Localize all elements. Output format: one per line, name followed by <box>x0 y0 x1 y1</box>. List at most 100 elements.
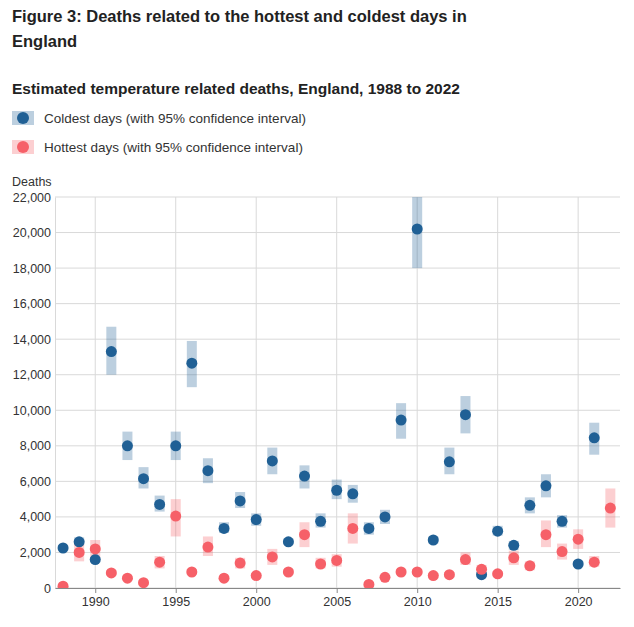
point <box>170 511 181 522</box>
confidence-interval <box>155 496 165 512</box>
x-tick-label: 1995 <box>162 595 190 609</box>
confidence-interval <box>332 480 342 500</box>
point <box>379 572 390 583</box>
confidence-interval <box>300 522 310 547</box>
point <box>540 480 551 491</box>
point <box>235 495 246 506</box>
x-tick: 2010 <box>404 588 432 609</box>
point <box>74 536 85 547</box>
confidence-interval <box>541 520 551 547</box>
point <box>267 551 278 562</box>
x-tick: 2005 <box>323 588 351 609</box>
y-tick-label: 14,000 <box>13 333 51 347</box>
point <box>557 546 568 557</box>
subtitle: Estimated temperature related deaths, En… <box>12 80 460 97</box>
confidence-interval <box>203 458 213 483</box>
x-tick-mark <box>417 588 418 593</box>
x-tick: 1990 <box>82 588 110 609</box>
y-tick-label: 8,000 <box>20 439 51 453</box>
y-tick: 16,000 <box>13 297 55 311</box>
confidence-interval <box>155 556 165 568</box>
y-tick-label: 20,000 <box>13 226 51 240</box>
legend-marker <box>17 141 29 153</box>
confidence-interval <box>557 544 567 560</box>
y-tick: 0 <box>44 582 55 596</box>
confidence-interval <box>316 513 326 527</box>
point <box>331 485 342 496</box>
grid-line <box>55 374 620 375</box>
x-tick: 1995 <box>162 588 190 609</box>
point <box>476 564 487 575</box>
grid-line <box>55 268 620 269</box>
confidence-interval <box>364 522 374 534</box>
point <box>106 567 117 578</box>
confidence-interval <box>525 497 535 513</box>
point <box>347 488 358 499</box>
y-tick: 14,000 <box>13 333 55 347</box>
legend-marker <box>17 112 29 124</box>
legend-label: Hottest days (with 95% confidence interv… <box>44 140 303 155</box>
point <box>508 540 519 551</box>
point <box>267 455 278 466</box>
point <box>573 559 584 570</box>
y-tick: 4,000 <box>20 510 55 524</box>
confidence-interval <box>541 474 551 497</box>
y-axis-title: Deaths <box>12 175 52 189</box>
point <box>154 557 165 568</box>
point <box>315 516 326 527</box>
confidence-interval <box>380 510 390 524</box>
x-tick: 2015 <box>484 588 512 609</box>
legend-item: Coldest days (with 95% confidence interv… <box>12 111 306 126</box>
x-tick-label: 2015 <box>484 595 512 609</box>
x-tick: 2000 <box>243 588 271 609</box>
point <box>186 358 197 369</box>
grid-line <box>55 552 620 553</box>
point <box>379 511 390 522</box>
point <box>492 526 503 537</box>
point <box>540 529 551 540</box>
legend-label: Coldest days (with 95% confidence interv… <box>44 111 306 126</box>
y-tick: 18,000 <box>13 262 55 276</box>
grid-line <box>256 197 257 588</box>
point <box>347 523 358 534</box>
point <box>315 559 326 570</box>
y-tick-label: 18,000 <box>13 262 51 276</box>
confidence-interval <box>139 467 149 488</box>
point <box>138 577 149 588</box>
point <box>363 579 374 588</box>
point <box>74 547 85 558</box>
x-tick: 2020 <box>565 588 593 609</box>
x-tick-mark <box>176 588 177 593</box>
point <box>154 499 165 510</box>
chart: Figure 3: Deaths related to the hottest … <box>0 0 634 627</box>
confidence-interval <box>509 551 519 565</box>
confidence-interval <box>267 448 277 475</box>
grid-line <box>336 197 337 588</box>
point <box>58 581 69 588</box>
grid-line <box>55 410 620 411</box>
y-axis: 02,0004,0006,0008,00010,00012,00014,0001… <box>13 191 56 596</box>
title-line: Figure 3: Deaths related to the hottest … <box>12 7 467 25</box>
x-tick-label: 2010 <box>404 595 432 609</box>
y-tick: 22,000 <box>13 191 55 205</box>
y-tick: 6,000 <box>20 475 55 489</box>
legend-swatch <box>12 111 34 125</box>
confidence-interval <box>332 554 342 566</box>
grid-line <box>55 197 620 198</box>
point <box>508 552 519 563</box>
x-tick-mark <box>256 588 257 593</box>
confidence-interval <box>460 552 470 564</box>
confidence-interval <box>122 432 132 460</box>
confidence-interval <box>203 536 213 556</box>
y-tick-label: 22,000 <box>13 191 51 205</box>
y-tick: 12,000 <box>13 368 55 382</box>
point <box>122 573 133 584</box>
confidence-interval <box>171 499 181 536</box>
confidence-interval <box>557 515 567 527</box>
legend-swatch <box>12 140 34 154</box>
y-tick: 10,000 <box>13 404 55 418</box>
point <box>589 557 600 568</box>
point <box>573 534 584 545</box>
point <box>299 471 310 482</box>
point <box>460 409 471 420</box>
